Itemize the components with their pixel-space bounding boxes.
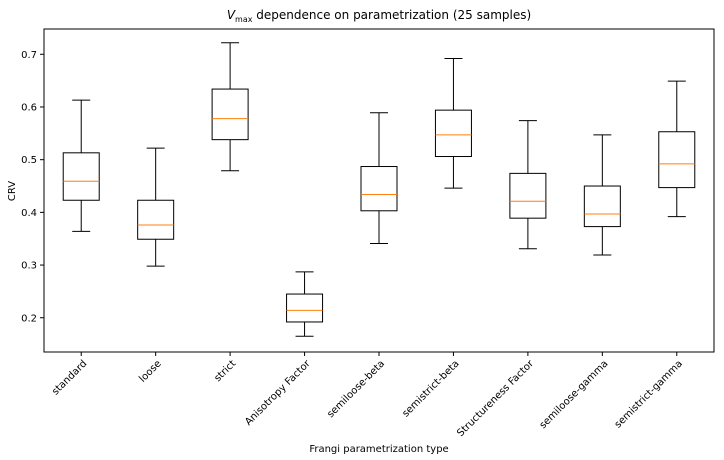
y-tick-label-5: 0.7 (21, 50, 37, 61)
y-tick-label-1: 0.3 (21, 261, 37, 272)
y-tick-label-3: 0.5 (21, 155, 37, 166)
x-tick-label-8: semistrict-gamma (613, 358, 685, 430)
box-0 (62, 152, 100, 201)
box-5 (434, 109, 472, 158)
x-tick-label-6: Structureness Factor (455, 358, 536, 439)
box-8 (658, 131, 696, 189)
x-tick-label-4: semiloose-beta (325, 358, 387, 420)
box-3 (286, 293, 324, 323)
y-axis-label: CRV (7, 181, 18, 201)
plot-area: 0.2 0.3 0.4 0.5 0.6 0.7 standard loose strict Ani… (21, 28, 715, 439)
y-tick-label-4: 0.6 (21, 102, 37, 113)
plot-frame (43, 28, 715, 353)
box-6 (509, 172, 547, 219)
x-tick-label-2: strict (212, 358, 238, 384)
x-tick-label-7: semiloose-gamma (538, 358, 611, 431)
box-4 (360, 166, 398, 212)
box-7 (583, 185, 621, 228)
x-tick-label-5: semistrict-beta (400, 358, 461, 419)
y-tick-label-2: 0.4 (21, 208, 37, 219)
x-tick-label-0: standard (50, 358, 89, 397)
x-axis-label: Frangi parametrization type (309, 444, 448, 455)
box-2 (211, 88, 249, 141)
x-tick-label-1: loose (137, 358, 163, 384)
chart-title: Vmax dependence on parametrization (25 s… (227, 8, 531, 24)
x-tick-label-3: Anisotropy Factor (243, 358, 313, 428)
y-tick-label-0: 0.2 (21, 313, 37, 324)
box-1 (137, 199, 175, 240)
